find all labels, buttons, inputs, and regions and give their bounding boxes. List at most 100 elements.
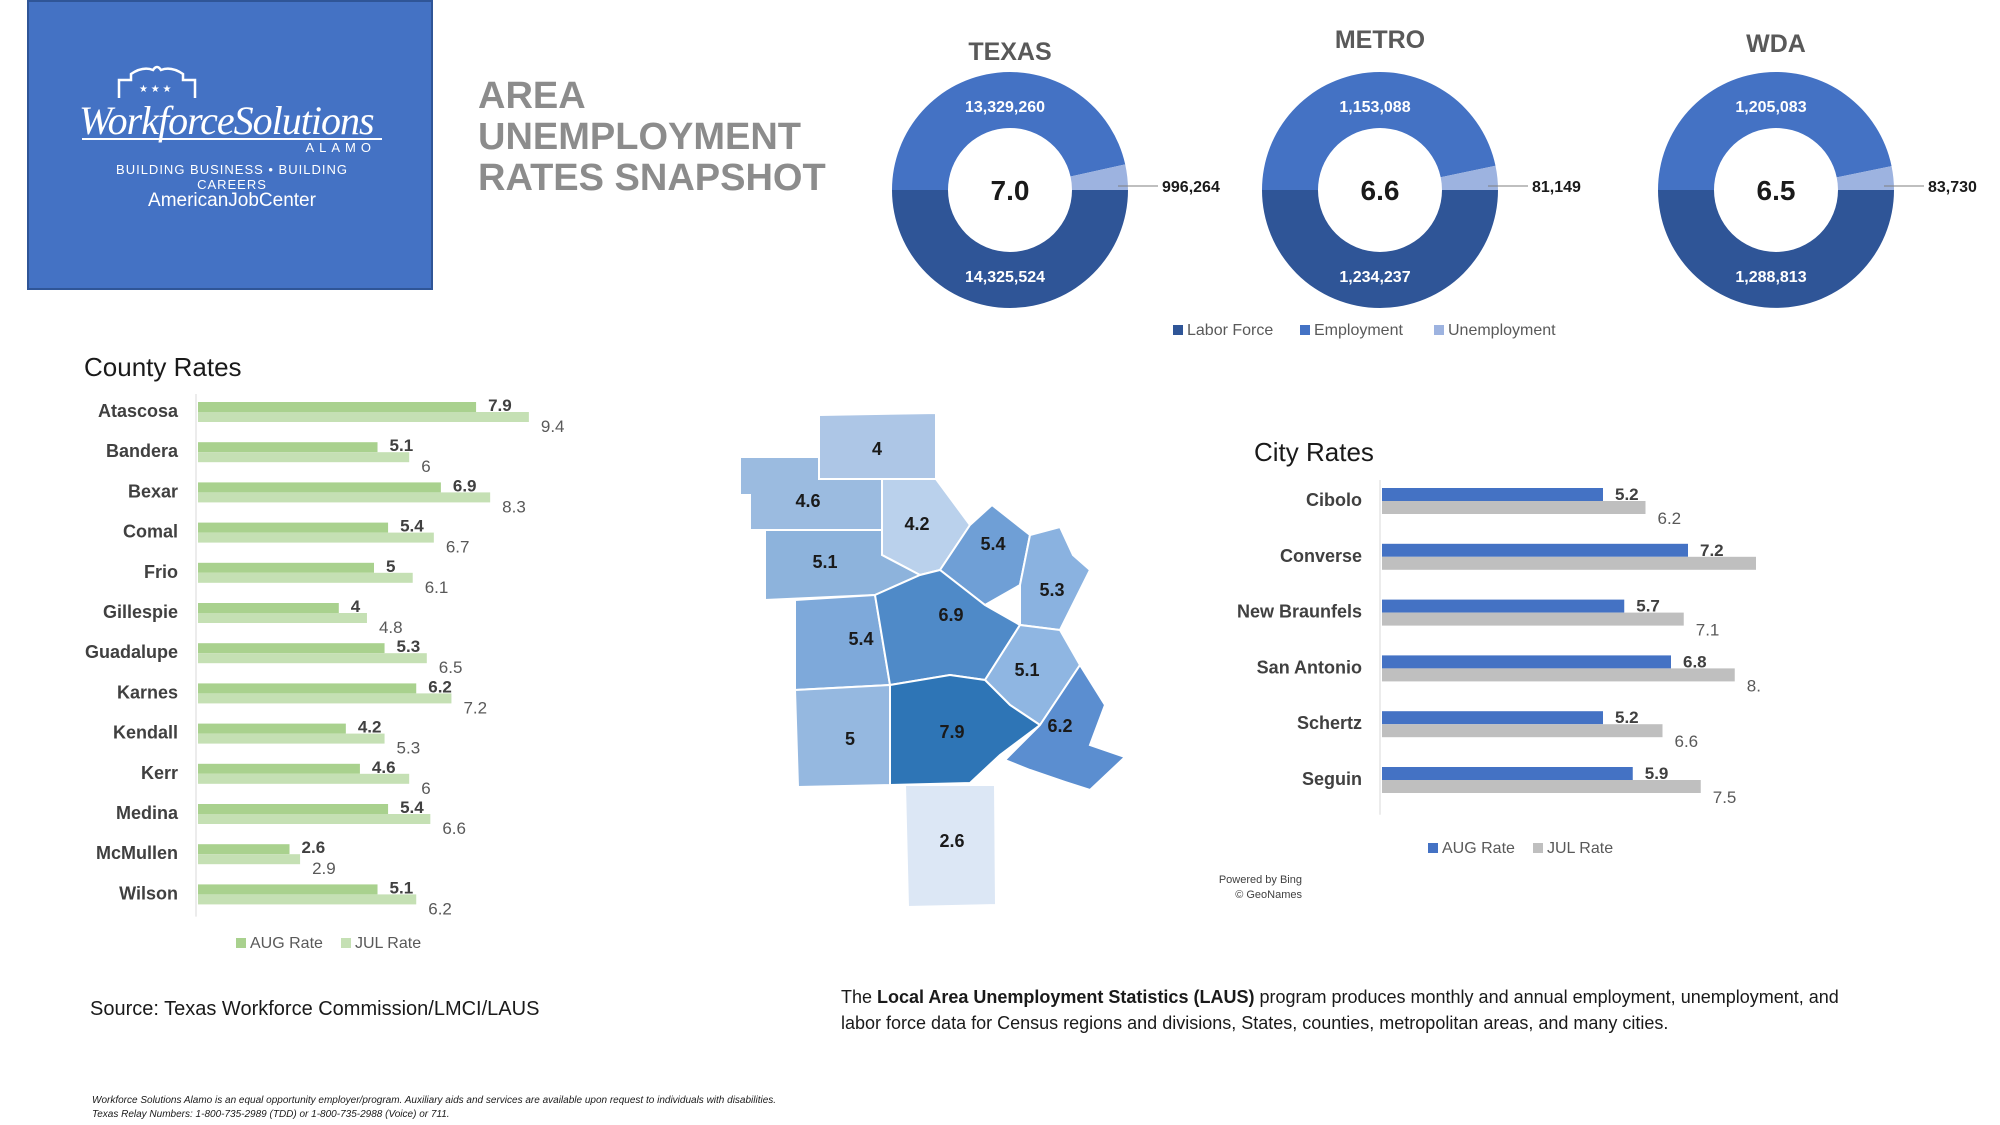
- logo-ajc: AmericanJobCenter: [148, 190, 316, 211]
- bar-aug: [198, 844, 290, 855]
- map-region-medina: [794, 593, 892, 692]
- svg-text:★ ★ ★: ★ ★ ★: [139, 84, 171, 95]
- source-note: Source: Texas Workforce Commission/LMCI/…: [90, 998, 540, 1020]
- value-label-jul: 6.6: [442, 819, 466, 838]
- value-label-jul: 6.6: [1675, 732, 1699, 751]
- bar-jul: [1382, 668, 1735, 682]
- legend-label: Employment: [1314, 322, 1403, 339]
- value-label-jul: 6.5: [439, 658, 463, 677]
- laus-pre: The: [841, 987, 878, 1007]
- logo-wordmark: WorkforceSolutions: [79, 98, 375, 143]
- logo-alamo-line: ALAMO: [82, 138, 382, 158]
- bar-jul: [1382, 612, 1684, 626]
- value-label-aug: 5.2: [1615, 708, 1639, 727]
- map-value-label: 5.3: [1039, 580, 1064, 600]
- donut-label-unemployment: 996,264: [1162, 179, 1220, 196]
- value-label-aug: 7.9: [488, 396, 512, 415]
- bar-aug: [198, 884, 378, 895]
- donut-center-value: 6.6: [1361, 175, 1400, 206]
- logo-panel: ★ ★ ★ WorkforceSolutions ALAMO BUILDING …: [27, 0, 433, 290]
- map-region-mcmullen: [903, 784, 998, 909]
- donut-slice-employment: [1658, 72, 1892, 190]
- donut-metro: METRO 6.6 1,153,088 1,234,237 81,149: [1262, 26, 1581, 308]
- legend-label: JUL Rate: [355, 935, 421, 952]
- bar-aug: [198, 522, 389, 533]
- bar-jul: [198, 572, 413, 583]
- bar-aug: [1382, 543, 1688, 557]
- category-label: Bexar: [128, 481, 178, 501]
- map-value-label: 5.4: [980, 534, 1005, 554]
- bar-jul: [198, 613, 367, 623]
- page-title-line: RATES SNAPSHOT: [478, 157, 826, 199]
- category-label: Medina: [116, 803, 179, 823]
- category-label: Comal: [123, 522, 178, 542]
- donut-slice-employment: [1262, 72, 1496, 190]
- donut-slice-unemployment: [1440, 165, 1498, 190]
- legend-label: Unemployment: [1448, 322, 1556, 339]
- map-regions: [739, 411, 1127, 909]
- value-label-aug: 5.7: [1636, 597, 1660, 616]
- bar-aug: [198, 804, 389, 814]
- page-title-line: UNEMPLOYMENT: [478, 116, 801, 158]
- bar-jul: [1382, 724, 1663, 738]
- value-label-aug: 7.2: [1700, 541, 1724, 560]
- bar-jul: [198, 854, 301, 865]
- donut-title: WDA: [1746, 30, 1806, 58]
- value-label-jul: 4.8: [379, 618, 403, 637]
- donut-center-value: 6.5: [1757, 175, 1796, 206]
- value-label-aug: 4.6: [372, 758, 396, 777]
- value-label-aug: 2.6: [302, 838, 326, 857]
- bar-jul: [198, 492, 491, 503]
- page-title-line: AREA: [478, 75, 586, 117]
- bar-jul: [198, 894, 417, 905]
- donut-slice-labor-force: [892, 190, 1128, 308]
- value-label-aug: 5.4: [400, 517, 424, 536]
- donut-label-labor-force: 1,288,813: [1735, 269, 1806, 286]
- laus-description: The Local Area Unemployment Statistics (…: [841, 984, 1871, 1036]
- value-label-jul: 9.4: [541, 417, 565, 436]
- legend-label: AUG Rate: [250, 935, 323, 952]
- donut-title: METRO: [1335, 26, 1425, 54]
- donut-slice-labor-force: [1262, 190, 1498, 308]
- value-label-jul: 6.1: [425, 578, 449, 597]
- donut-label-employment: 1,153,088: [1339, 99, 1410, 116]
- category-label: Guadalupe: [85, 642, 178, 662]
- value-label-aug: 5: [386, 557, 395, 576]
- donut-label-employment: 13,329,260: [965, 99, 1045, 116]
- value-label-aug: 4: [351, 597, 361, 616]
- legend-label: JUL Rate: [1547, 840, 1613, 857]
- map-value-label: 4.6: [795, 491, 820, 511]
- bar-aug: [1382, 599, 1625, 613]
- map-labels: 4 4.6 4.2 5.1 5.4 5.3 5.4 6.9 5.1 5 7.9 6.2 2.6: [795, 439, 1072, 851]
- county-map: 4 4.6 4.2 5.1 5.4 5.3 5.4 6.9 5.1 5 7.9 6.2 2.6: [739, 411, 1127, 909]
- category-label: Schertz: [1297, 713, 1362, 733]
- value-label-jul: 6.2: [428, 899, 452, 918]
- bar-jul: [1382, 501, 1646, 514]
- donut-slice-labor-force: [1658, 190, 1894, 308]
- category-label: Cibolo: [1306, 490, 1362, 510]
- legend-swatch: [1533, 843, 1543, 853]
- category-label: Karnes: [117, 682, 178, 702]
- category-label: Converse: [1280, 546, 1362, 566]
- value-label-jul: 5.3: [397, 739, 421, 758]
- category-label: McMullen: [96, 843, 178, 863]
- map-region-frio: [793, 683, 891, 789]
- legend-swatch: [1300, 325, 1310, 335]
- bar-jul: [198, 814, 431, 824]
- value-label-aug: 6.9: [453, 476, 477, 495]
- legend-swatch: [1173, 325, 1183, 335]
- donut-label-unemployment: 81,149: [1532, 179, 1581, 196]
- value-label-jul: 7.2: [463, 698, 487, 717]
- laus-post: program produces monthly and annual empl…: [841, 987, 1839, 1033]
- bar-aug: [198, 442, 378, 453]
- donut-slice-employment: [892, 71, 1126, 190]
- bar-aug: [198, 723, 346, 734]
- map-region-guadalupe: [1019, 525, 1092, 632]
- category-label: Seguin: [1302, 769, 1362, 789]
- map-value-label: 2.6: [939, 831, 964, 851]
- map-value-label: 6.9: [938, 605, 963, 625]
- map-value-label: 7.9: [939, 722, 964, 742]
- bar-legend: AUG Rate JUL Rate: [1428, 840, 1613, 857]
- bar-aug: [1382, 767, 1633, 780]
